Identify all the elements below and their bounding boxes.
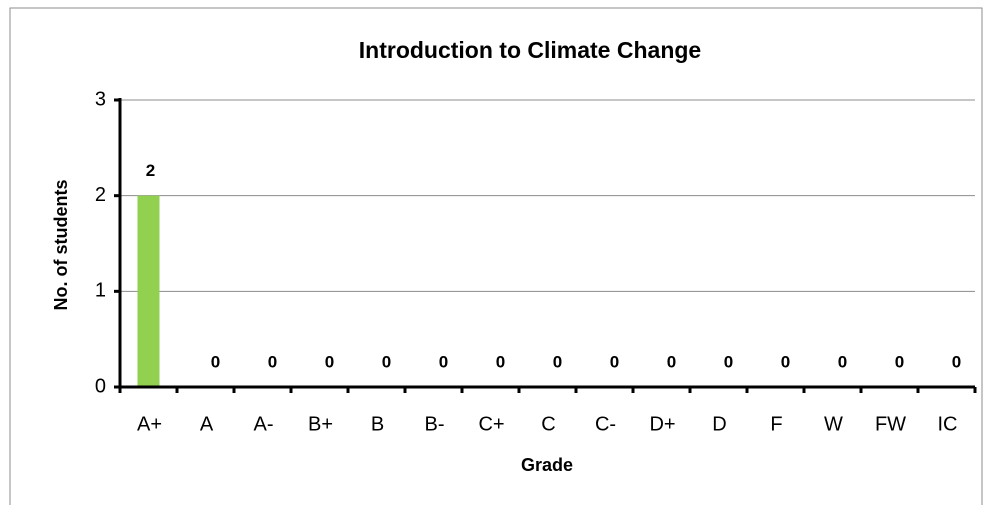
y-axis-label: No. of students [51, 180, 71, 311]
chart-border [9, 7, 983, 505]
data-label: 0 [553, 352, 562, 371]
data-label: 0 [895, 352, 904, 371]
x-tick-label: A- [254, 413, 274, 435]
x-tick-label: B+ [308, 413, 333, 435]
data-label: 2 [146, 161, 155, 180]
data-label: 0 [496, 352, 505, 371]
y-tick-label: 0 [95, 375, 106, 397]
x-tick-label: C [541, 413, 555, 435]
data-label: 0 [781, 352, 790, 371]
x-tick-label: IC [938, 413, 958, 435]
x-tick-label: D+ [649, 413, 675, 435]
x-tick-label: A+ [137, 413, 162, 435]
data-label: 0 [952, 352, 961, 371]
x-tick-label: C- [595, 413, 616, 435]
x-tick-label: A [200, 413, 214, 435]
data-label: 0 [838, 352, 847, 371]
bar [137, 195, 160, 387]
chart-title: Introduction to Climate Change [359, 37, 701, 63]
data-label: 0 [667, 352, 676, 371]
data-label: 0 [724, 352, 733, 371]
y-tick-label: 3 [95, 88, 106, 110]
x-tick-label: FW [875, 413, 906, 435]
data-label: 0 [382, 352, 391, 371]
data-label: 0 [439, 352, 448, 371]
x-tick-label: D [712, 413, 726, 435]
x-tick-label: W [824, 413, 843, 435]
data-label: 0 [325, 352, 334, 371]
x-tick-label: B- [425, 413, 445, 435]
x-axis-label: Grade [521, 455, 573, 475]
x-tick-label: B [371, 413, 384, 435]
data-label: 0 [268, 352, 277, 371]
data-label: 0 [211, 352, 220, 371]
x-tick-label: C+ [478, 413, 504, 435]
y-tick-label: 2 [95, 184, 106, 206]
x-tick-label: F [770, 413, 782, 435]
y-tick-label: 1 [95, 280, 106, 302]
data-label: 0 [610, 352, 619, 371]
